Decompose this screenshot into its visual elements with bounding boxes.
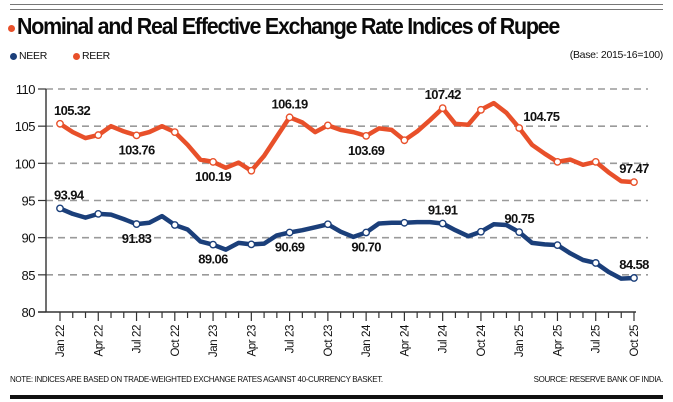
x-tick-label: Oct 24 xyxy=(476,324,488,356)
y-tick-label: 80 xyxy=(22,305,36,320)
data-point-neer xyxy=(362,228,371,237)
data-point-neer xyxy=(247,240,256,249)
data-point-reer xyxy=(400,136,409,145)
x-tick-label: Oct 25 xyxy=(629,325,641,356)
y-tick-label: 100 xyxy=(15,156,35,171)
chart-title-block: Nominal and Real Effective Exchange Rate… xyxy=(8,12,600,40)
data-label-reer: 104.75 xyxy=(523,109,560,124)
legend-item-reer: REER xyxy=(72,50,110,62)
data-label-neer: 90.75 xyxy=(504,211,534,226)
chart-title: Nominal and Real Effective Exchange Rate… xyxy=(17,12,560,39)
data-point-neer xyxy=(170,221,179,229)
axes xyxy=(38,89,636,313)
x-tick-label: Jan 25 xyxy=(514,325,526,357)
data-label-neer: 84.58 xyxy=(619,257,649,272)
series-line-neer xyxy=(57,206,637,281)
footer-source: SOURCE: RESERVE BANK OF INDIA. xyxy=(533,375,664,384)
data-label-reer: 103.69 xyxy=(348,143,385,158)
data-point-reer xyxy=(323,121,332,130)
x-tick-label: Jan 22 xyxy=(55,325,67,357)
legend-label-reer: REER xyxy=(81,50,110,62)
legend-label-neer: NEER xyxy=(19,50,47,62)
data-point-neer xyxy=(94,209,103,218)
data-label-reer: 106.19 xyxy=(272,96,309,111)
data-point-reer xyxy=(209,158,217,166)
data-point-neer xyxy=(630,274,638,282)
x-tick-label: Jan 24 xyxy=(361,324,373,357)
y-tick-label: 85 xyxy=(22,268,36,283)
data-label-reer: 103.76 xyxy=(118,142,155,157)
data-label-neer: 91.83 xyxy=(122,231,152,246)
gridlines xyxy=(46,88,648,276)
data-label-neer: 93.94 xyxy=(54,187,85,202)
y-axis-ticks: 80 85 90 95 100 105 110 xyxy=(15,82,46,320)
y-tick-label: 95 xyxy=(22,194,36,209)
x-tick-label: Apr 24 xyxy=(399,324,411,356)
data-point-neer xyxy=(285,228,294,237)
y-tick-label: 110 xyxy=(16,82,35,97)
x-tick-label: Jul 24 xyxy=(438,324,450,353)
x-tick-label: Jul 23 xyxy=(285,325,297,353)
data-label-neer: 89.06 xyxy=(198,252,228,267)
y-tick-label: 105 xyxy=(15,119,35,134)
x-tick-label: Oct 23 xyxy=(323,325,335,356)
x-tick-label: Jul 22 xyxy=(132,325,144,353)
legend-dot-reer-icon xyxy=(72,52,80,60)
x-axis-ticks: Jan 22 Apr 22 Jul 22 Oct 22 Jan 23 Apr 23 Jul … xyxy=(55,312,641,357)
legend: NEER REER xyxy=(10,50,136,62)
y-tick-label: 90 xyxy=(22,231,36,246)
data-point-neer xyxy=(591,259,600,267)
series-line-reer xyxy=(57,100,637,185)
footer-note: NOTE: INDICES ARE BASED ON TRADE-WEIGHTE… xyxy=(10,375,383,384)
x-tick-label: Apr 22 xyxy=(93,325,105,356)
data-point-reer xyxy=(591,157,600,166)
data-label-reer: 97.47 xyxy=(619,161,649,176)
data-point-reer xyxy=(438,104,447,113)
data-point-neer xyxy=(132,220,141,228)
title-bullet-icon xyxy=(8,24,15,32)
data-label-neer: 90.69 xyxy=(275,240,305,255)
data-point-neer xyxy=(400,218,409,227)
legend-item-neer: NEER xyxy=(10,50,47,62)
data-point-reer xyxy=(56,119,64,128)
data-point-neer xyxy=(209,240,217,249)
data-point-neer xyxy=(323,220,332,229)
legend-dot-neer-icon xyxy=(10,52,17,60)
x-tick-label: Apr 23 xyxy=(246,325,258,356)
data-point-reer xyxy=(170,128,179,137)
data-point-reer xyxy=(247,166,256,175)
data-point-reer xyxy=(132,131,141,140)
data-point-neer xyxy=(477,227,485,236)
data-point-neer xyxy=(553,241,562,250)
data-point-reer xyxy=(515,124,524,132)
x-tick-label: Jul 25 xyxy=(591,325,603,353)
data-point-neer xyxy=(515,228,524,236)
data-labels: 105.32 103.76 100.19 106.19 103.69 107.42 104.… xyxy=(54,87,650,272)
data-point-reer xyxy=(285,113,294,122)
data-point-reer xyxy=(553,157,562,166)
data-point-reer xyxy=(94,131,103,139)
x-tick-label: Apr 25 xyxy=(552,325,564,356)
data-label-reer: 100.19 xyxy=(195,169,232,184)
data-point-neer xyxy=(56,204,64,213)
x-tick-label: Oct 22 xyxy=(170,325,182,356)
data-label-reer: 105.32 xyxy=(54,103,91,118)
data-label-neer: 91.91 xyxy=(428,202,458,217)
data-label-reer: 107.42 xyxy=(425,87,462,102)
data-label-neer: 90.70 xyxy=(351,239,381,254)
bottom-rule xyxy=(10,395,663,399)
x-tick-label: Jan 23 xyxy=(208,325,220,357)
data-point-reer xyxy=(477,105,485,114)
series-layer xyxy=(56,100,638,282)
data-point-neer xyxy=(438,219,447,228)
top-rule xyxy=(10,4,663,10)
data-point-reer xyxy=(630,178,638,187)
base-note: (Base: 2015-16=100) xyxy=(569,49,664,61)
data-point-reer xyxy=(362,132,371,140)
